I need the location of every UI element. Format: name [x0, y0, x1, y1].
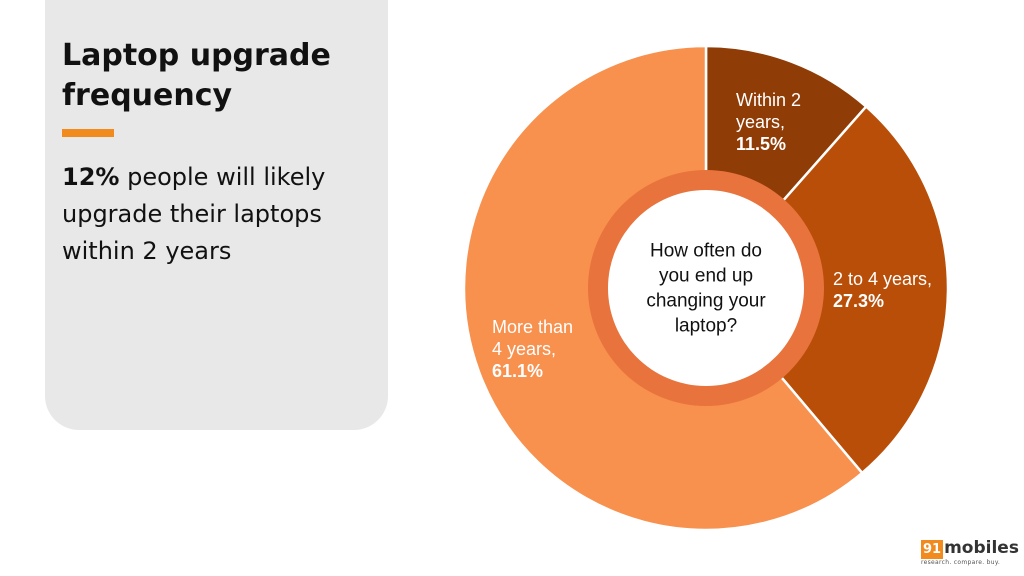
slice-label-2-to-4-years: 2 to 4 years, 27.3%	[833, 269, 932, 311]
center-disc	[608, 190, 804, 386]
slice-label-within-2-years: Within 2 years, 11.5%	[736, 90, 801, 154]
slice-label-more-than-4-years: More than 4 years, 61.1%	[492, 317, 573, 381]
center-question: How often do you end up changing your lapto…	[646, 241, 766, 337]
summary-panel	[45, 0, 388, 430]
logo-tagline: research. compare. buy.	[921, 559, 1001, 566]
center-question-text: How often do you end up changing your lapto…	[646, 241, 766, 337]
donut-slices	[462, 44, 950, 532]
page-title: Laptop upgrade frequency	[62, 38, 331, 113]
title-accent-bar	[62, 129, 114, 137]
logo-mark: 91	[921, 540, 944, 559]
brand-logo: 91 mobiles research. compare. buy.	[921, 538, 1019, 566]
logo-wordmark: mobiles	[944, 538, 1019, 558]
summary-text: 12% people will likely upgrade their lap…	[62, 159, 382, 270]
summary-body: people will likely upgrade their laptops…	[62, 163, 326, 265]
slice-labels: Within 2 years, 11.5% 2 to 4 years, 27.3% Mor…	[492, 90, 932, 381]
summary-highlight: 12%	[62, 163, 120, 191]
